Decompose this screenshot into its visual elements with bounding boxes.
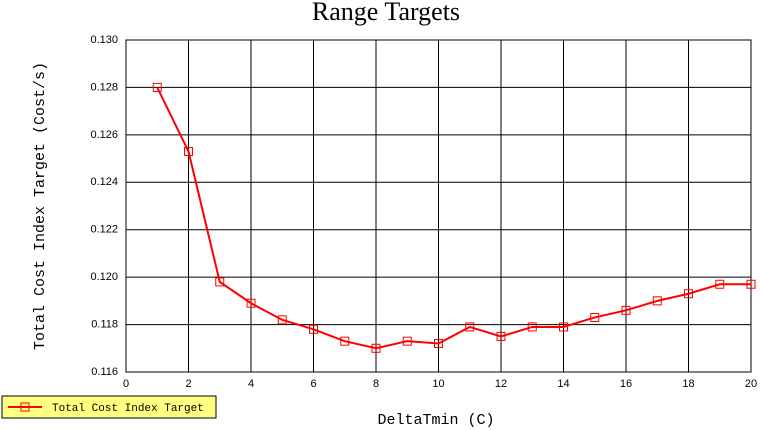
y-tick-label: 0.122 [90,224,118,236]
x-tick-label: 6 [310,378,316,390]
y-tick-label: 0.118 [91,318,118,330]
legend-box [1,395,217,419]
data-point [527,322,537,332]
data-point [621,305,631,315]
data-point [590,312,600,322]
y-tick-label: 0.130 [90,34,118,46]
data-point [746,279,756,289]
x-tick-label: 18 [682,378,694,390]
y-tick-label: 0.124 [90,176,118,188]
data-point [277,315,287,325]
data-point [371,343,381,353]
data-line [156,86,751,350]
data-point [715,279,725,289]
x-tick-label: 10 [432,378,444,390]
legend-marker [20,402,30,412]
data-point [465,322,475,332]
x-axis-title: DeltaTmin (C) [377,412,494,429]
legend-label: Total Cost Index Target [52,403,204,415]
y-axis-title: Total Cost Index Target (Cost/s) [32,62,49,350]
data-point [652,296,662,306]
x-tick-label: 16 [620,378,632,390]
x-tick-label: 2 [185,378,191,390]
y-tick-label: 0.126 [90,129,118,141]
x-tick-label: 12 [495,378,507,390]
data-point [246,298,256,308]
data-point [340,336,350,346]
data-point [309,324,318,334]
x-tick-label: 20 [745,378,757,390]
plot-frame [125,39,752,373]
y-tick-label: 0.128 [90,81,118,93]
data-point [215,277,225,287]
data-point [684,289,693,299]
x-tick-label: 14 [557,378,569,390]
data-point [402,336,412,346]
y-tick-label: 0.120 [90,271,118,283]
x-tick-label: 8 [373,378,379,390]
x-tick-label: 0 [123,378,129,390]
data-point [496,331,506,341]
data-point [559,322,568,332]
data-point [184,146,193,156]
data-point [152,82,162,92]
chart-title: Range Targets [312,0,460,26]
data-point [434,339,443,349]
y-tick-label: 0.116 [91,366,118,378]
x-tick-label: 4 [248,378,254,390]
